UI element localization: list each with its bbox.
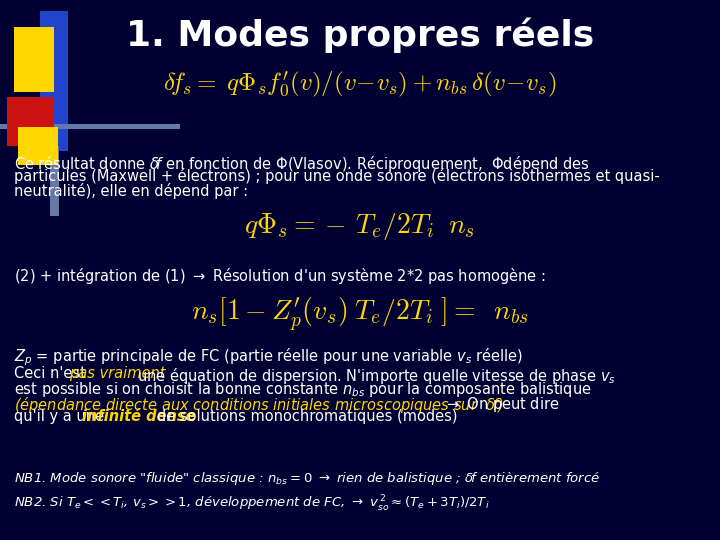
Text: NB1. Mode sonore "fluide" classique : $n_{bs} = 0$ $\rightarrow$ rien de balisti: NB1. Mode sonore "fluide" classique : $n… bbox=[14, 470, 600, 487]
Text: (2) + intégration de (1) $\rightarrow$ Résolution d'un système 2*2 pas homogène : (2) + intégration de (1) $\rightarrow$ R… bbox=[14, 266, 546, 286]
Text: infinité dense: infinité dense bbox=[82, 409, 196, 424]
Text: (épendance directe aux conditions initiales microscopiques sur  $\delta\!f$): (épendance directe aux conditions initia… bbox=[14, 395, 504, 415]
Text: Ceci n'est: Ceci n'est bbox=[14, 366, 91, 381]
Text: neutralité), elle en dépend par :: neutralité), elle en dépend par : bbox=[14, 183, 248, 199]
Text: de solutions monochromatiques (modes): de solutions monochromatiques (modes) bbox=[157, 409, 457, 424]
Text: est possible si on choisit la bonne constante $n_{bs}$ pour la composante balist: est possible si on choisit la bonne cons… bbox=[14, 380, 592, 399]
Text: particules (Maxwell + électrons) ; pour une onde sonore (électrons isothermes et: particules (Maxwell + électrons) ; pour … bbox=[14, 168, 660, 185]
Text: $Z_p$ = partie principale de FC (partie réelle pour une variable $v_s$ réelle): $Z_p$ = partie principale de FC (partie … bbox=[14, 347, 523, 368]
Text: Ce résultat donne $\delta\!f$ en fonction de $\Phi$(Vlasov). Réciproquement,  $\: Ce résultat donne $\delta\!f$ en fonctio… bbox=[14, 154, 590, 174]
Text: 1. Modes propres réels: 1. Modes propres réels bbox=[126, 17, 594, 53]
Text: $q\Phi_s = -\, T_e/2T_i \;\; n_s$: $q\Phi_s = -\, T_e/2T_i \;\; n_s$ bbox=[245, 211, 475, 242]
Text: une équation de dispersion. N'importe quelle vitesse de phase $v_s$: une équation de dispersion. N'importe qu… bbox=[137, 366, 616, 386]
Text: NB2. Si $T_e << T_i$, $v_s >> 1$, développement de FC, $\rightarrow$ $v_{so}^{\,: NB2. Si $T_e << T_i$, $v_s >> 1$, dévelo… bbox=[14, 494, 490, 514]
Text: $\rightarrow$ On peut dire: $\rightarrow$ On peut dire bbox=[444, 395, 560, 414]
Text: qu'il y a une: qu'il y a une bbox=[14, 409, 109, 424]
Text: $n_s[1 - Z_p'(v_s)\; T_e/2T_i\;] = \;\; n_{bs}$: $n_s[1 - Z_p'(v_s)\; T_e/2T_i\;] = \;\; … bbox=[192, 295, 528, 333]
Text: pas vraiment: pas vraiment bbox=[69, 366, 166, 381]
Text: $\delta\!f_s = \; q\Phi_s f_0'(v)/(v\!-\!v_s) + n_{bs}\,\delta(v\!-\!v_s)$: $\delta\!f_s = \; q\Phi_s f_0'(v)/(v\!-\… bbox=[163, 69, 557, 99]
